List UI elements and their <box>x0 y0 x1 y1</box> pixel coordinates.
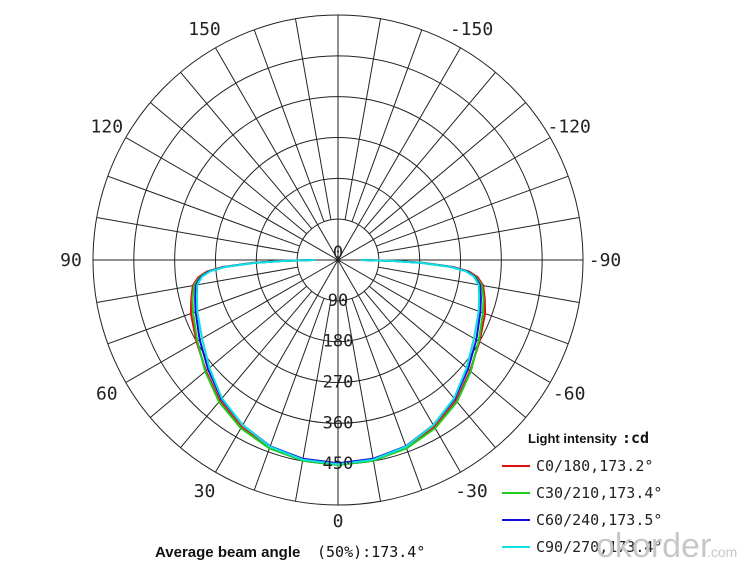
radial-tick-label: 360 <box>323 413 354 433</box>
angle-label: -90 <box>589 250 622 271</box>
grid-spoke <box>107 175 300 247</box>
grid-spoke <box>376 273 569 345</box>
radial-tick-label: 90 <box>328 291 348 311</box>
angle-tick-labels: -150 150 -120 120 -90 90 -60 60 -30 30 0 <box>60 19 621 532</box>
legend-label: C60/240,173.5° <box>536 511 662 529</box>
grid-spoke <box>337 47 461 261</box>
grid-spoke <box>253 298 325 491</box>
grid-spoke <box>368 102 527 235</box>
grid-spoke <box>294 18 332 220</box>
grid-spoke <box>215 47 339 261</box>
legend-label: C0/180,173.2° <box>536 457 653 475</box>
grid-spoke <box>376 175 569 247</box>
footer: Average beam angle (50%):173.4° <box>155 543 425 561</box>
grid-spoke <box>337 259 551 383</box>
footer-value: (50%):173.4° <box>317 543 425 561</box>
legend: Light intensity :cd C0/180,173.2° C30/210… <box>502 429 662 556</box>
grid-spoke <box>149 102 308 235</box>
radial-tick-label: 180 <box>323 332 354 352</box>
radial-tick-label: 450 <box>323 454 354 474</box>
grid-spoke <box>337 259 461 473</box>
grid-spoke <box>125 137 339 261</box>
grid-spoke <box>351 29 423 222</box>
legend-label: C30/210,173.4° <box>536 484 662 502</box>
grid-spoke <box>337 137 551 261</box>
grid-spoke <box>351 298 423 491</box>
angle-label: 30 <box>194 481 216 502</box>
angle-label: 90 <box>60 250 82 271</box>
angle-label: 0 <box>333 511 344 532</box>
angle-label: -30 <box>455 481 488 502</box>
angle-label: 60 <box>96 384 118 405</box>
watermark: okorder .com <box>596 527 737 565</box>
polar-grid <box>92 14 584 506</box>
grid-spoke <box>180 71 313 230</box>
legend-items: C0/180,173.2° C30/210,173.4° C60/240,173.5… <box>502 457 662 556</box>
legend-title: Light intensity <box>528 431 618 446</box>
grid-spoke <box>368 285 527 418</box>
grid-spoke <box>344 18 382 220</box>
grid-spoke <box>363 71 496 230</box>
grid-spoke <box>378 216 580 254</box>
grid-spoke <box>294 300 332 502</box>
legend-unit: :cd <box>622 429 649 447</box>
curve-3 <box>195 259 481 466</box>
grid-spoke <box>363 290 496 449</box>
grid-spoke <box>344 300 382 502</box>
grid-spoke <box>215 259 339 473</box>
legend-label: C90/270,173.4° <box>536 538 662 556</box>
angle-label: -150 <box>450 19 493 40</box>
angle-label: 120 <box>91 117 124 138</box>
watermark-text: okorder <box>596 527 711 565</box>
radial-tick-label: 0 <box>333 243 343 263</box>
angle-label: -120 <box>548 117 591 138</box>
grid-spoke <box>149 285 308 418</box>
radial-tick-labels: 0 90 180 270 360 450 <box>323 243 354 474</box>
footer-label: Average beam angle <box>155 544 300 561</box>
angle-label: -60 <box>553 384 586 405</box>
grid-spoke <box>180 290 313 449</box>
intensity-curves <box>189 259 487 467</box>
grid-spoke <box>125 259 339 383</box>
watermark-suffix: .com <box>707 544 737 560</box>
grid-spoke <box>253 29 325 222</box>
radial-tick-label: 270 <box>323 373 354 393</box>
angle-label: 150 <box>188 19 221 40</box>
grid-spoke <box>107 273 300 345</box>
grid-spoke <box>96 216 298 254</box>
